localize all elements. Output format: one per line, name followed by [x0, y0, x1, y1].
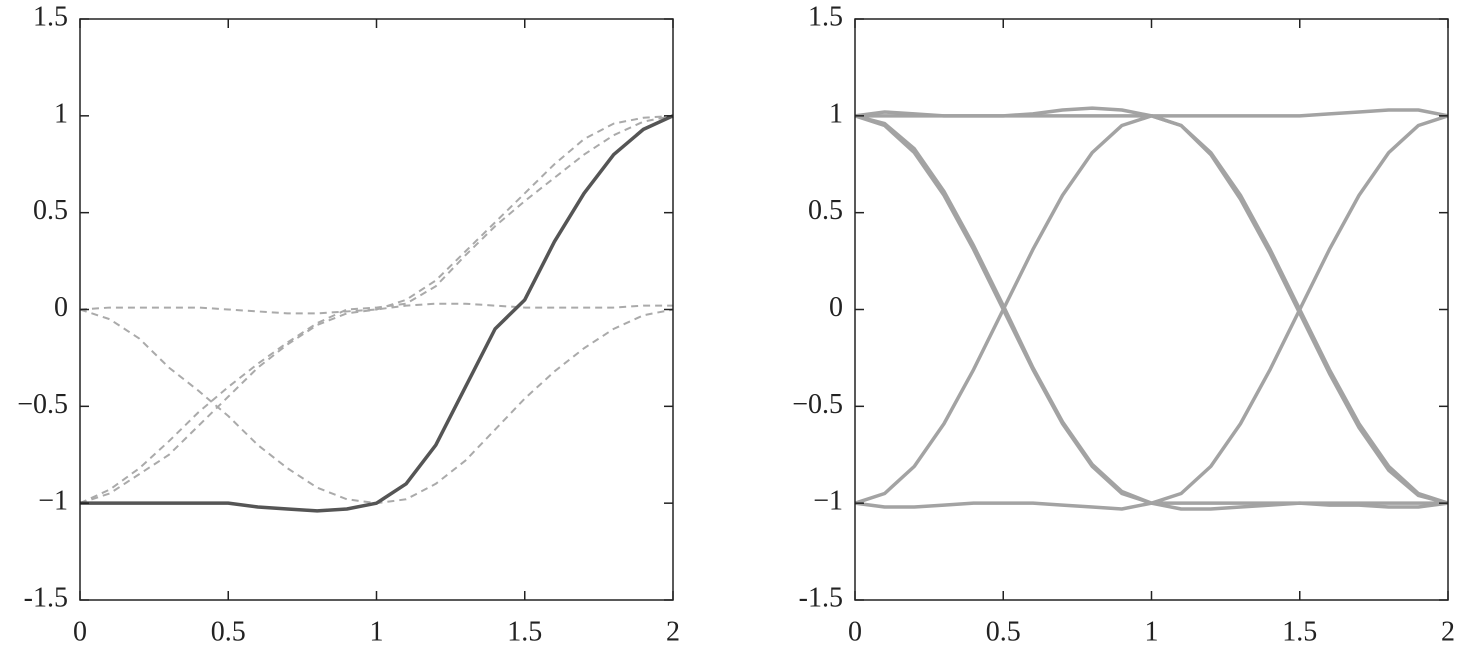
y-tick-label: 1: [54, 98, 68, 129]
x-tick-label: 0.5: [211, 616, 246, 647]
y-tick-label: -1.5: [799, 582, 843, 613]
x-tick-label: 0: [73, 616, 87, 647]
x-tick-label: 1.5: [1282, 616, 1317, 647]
line-series: [79, 114, 674, 505]
x-tick-label: 2: [1441, 616, 1455, 647]
line-series: [854, 114, 1449, 505]
y-tick-label: 1: [829, 98, 843, 129]
y-tick-label: 1.5: [33, 1, 68, 32]
line-series: [855, 114, 1449, 505]
y-tick-label: -1.5: [24, 582, 68, 613]
line-series: [854, 114, 1449, 505]
line-series: [79, 114, 674, 505]
x-tick-label: 1: [370, 616, 384, 647]
x-tick-label: 2: [666, 616, 680, 647]
line-series: [79, 308, 674, 505]
x-tick-label: 0: [848, 616, 862, 647]
y-tick-label: −0.5: [17, 389, 68, 420]
axes-frame: [854, 18, 1449, 601]
x-tick-label: 0.5: [986, 616, 1021, 647]
line-series: [79, 302, 673, 315]
x-tick-label: 1.5: [507, 616, 542, 647]
y-tick-label: 0: [829, 292, 843, 323]
y-tick-label: 0.5: [33, 195, 68, 226]
y-tick-label: −1: [813, 486, 843, 517]
y-tick-label: −0.5: [792, 389, 843, 420]
y-tick-label: 0: [54, 292, 68, 323]
line-series: [80, 114, 674, 513]
y-tick-label: 0.5: [808, 195, 843, 226]
x-tick-label: 1: [1145, 616, 1159, 647]
line-series: [854, 114, 1448, 505]
y-tick-label: −1: [38, 486, 68, 517]
y-tick-label: 1.5: [808, 1, 843, 32]
